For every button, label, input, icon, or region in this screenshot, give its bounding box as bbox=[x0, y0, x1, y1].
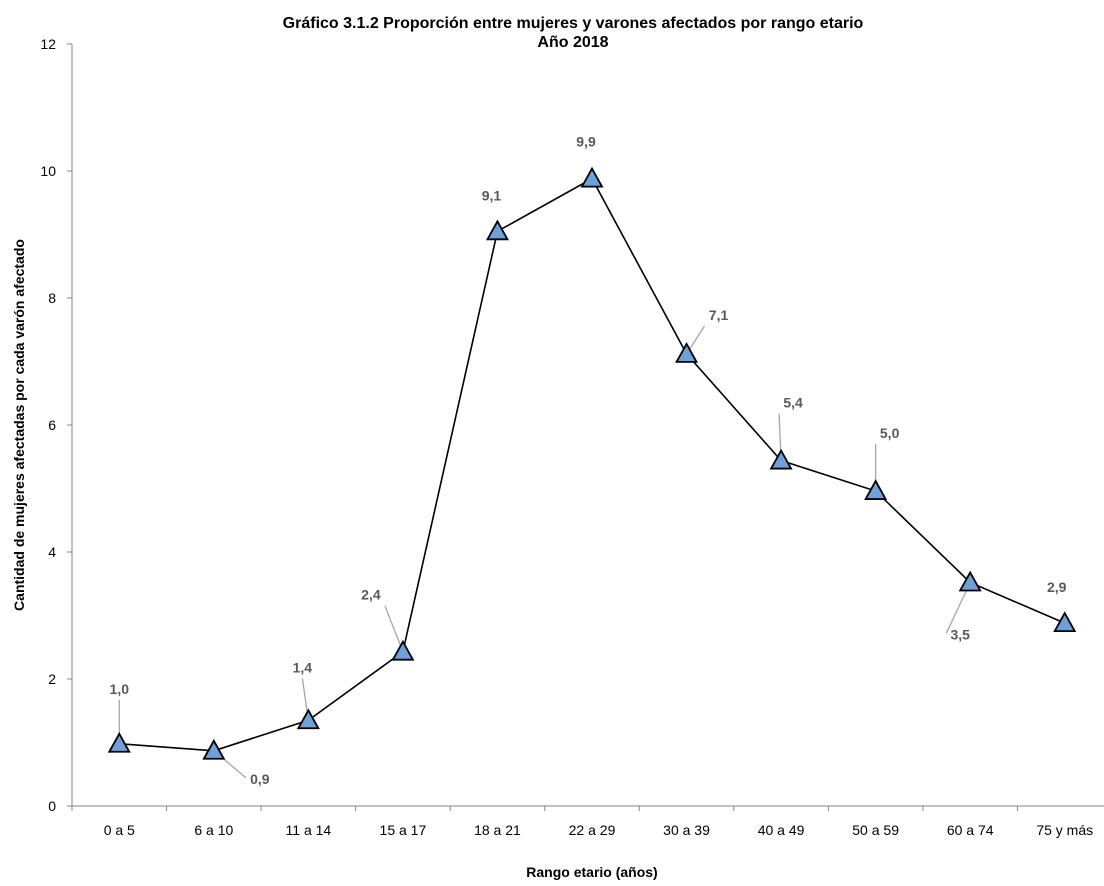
x-tick-label: 40 a 49 bbox=[758, 822, 805, 838]
data-point-marker bbox=[769, 448, 793, 470]
data-labels: 1,0 0,9 1,4 2,4 9,1 9,9 7,1 5,4 5,0 3,5 2,9 bbox=[110, 134, 1067, 787]
axes: 0 2 4 6 8 10 12 0 a 5 6 a 10 11 a 14 15 a 17 18 a 2… bbox=[40, 36, 1104, 838]
data-point-marker bbox=[675, 342, 699, 363]
data-label: 9,1 bbox=[482, 187, 502, 203]
y-tick-label: 0 bbox=[48, 798, 56, 814]
leader-lines bbox=[118, 325, 971, 779]
x-tick-label: 0 a 5 bbox=[104, 822, 135, 838]
data-point-marker bbox=[958, 570, 982, 592]
data-point-marker bbox=[485, 219, 509, 241]
x-tick-label: 75 y más bbox=[1036, 822, 1093, 838]
y-tick-label: 2 bbox=[48, 671, 56, 687]
y-tick-label: 10 bbox=[40, 163, 56, 179]
data-label: 1,4 bbox=[293, 659, 313, 675]
data-label: 3,5 bbox=[950, 626, 970, 642]
y-tick-label: 12 bbox=[40, 36, 56, 52]
data-label: 5,4 bbox=[783, 395, 803, 411]
data-point-marker bbox=[391, 639, 415, 661]
chart-title: Gráfico 3.1.2 Proporción entre mujeres y… bbox=[283, 15, 864, 32]
x-tick-label: 50 a 59 bbox=[852, 822, 899, 838]
data-label: 2,4 bbox=[361, 587, 381, 603]
data-label: 2,9 bbox=[1047, 579, 1067, 595]
data-point-marker bbox=[1053, 611, 1077, 633]
data-label: 9,9 bbox=[576, 134, 596, 150]
leader-line bbox=[384, 605, 404, 652]
data-point-marker bbox=[296, 708, 320, 730]
x-tick-label: 18 a 21 bbox=[474, 822, 521, 838]
data-label: 5,0 bbox=[880, 425, 900, 441]
data-label: 7,1 bbox=[709, 307, 729, 323]
data-point-marker bbox=[107, 731, 131, 753]
y-tick-label: 4 bbox=[48, 544, 56, 560]
data-point-marker bbox=[202, 738, 226, 760]
data-point-marker bbox=[864, 479, 888, 500]
series bbox=[107, 166, 1077, 760]
chart-subtitle: Año 2018 bbox=[537, 34, 608, 51]
x-tick-label: 60 a 74 bbox=[947, 822, 994, 838]
data-label: 0,9 bbox=[250, 771, 270, 787]
x-tick-label: 6 a 10 bbox=[194, 822, 233, 838]
y-tick-label: 6 bbox=[48, 417, 56, 433]
data-point-marker bbox=[580, 166, 604, 188]
x-tick-label: 30 a 39 bbox=[663, 822, 710, 838]
x-tick-label: 11 a 14 bbox=[286, 822, 332, 838]
data-label: 1,0 bbox=[110, 681, 130, 697]
y-tick-label: 8 bbox=[48, 290, 56, 306]
series-line bbox=[119, 177, 1066, 752]
x-tick-label: 22 a 29 bbox=[569, 822, 616, 838]
x-tick-label: 15 a 17 bbox=[380, 822, 427, 838]
y-axis-title: Cantidad de mujeres afectadas por cada v… bbox=[11, 239, 27, 611]
x-axis-title: Rango etario (años) bbox=[526, 864, 657, 880]
